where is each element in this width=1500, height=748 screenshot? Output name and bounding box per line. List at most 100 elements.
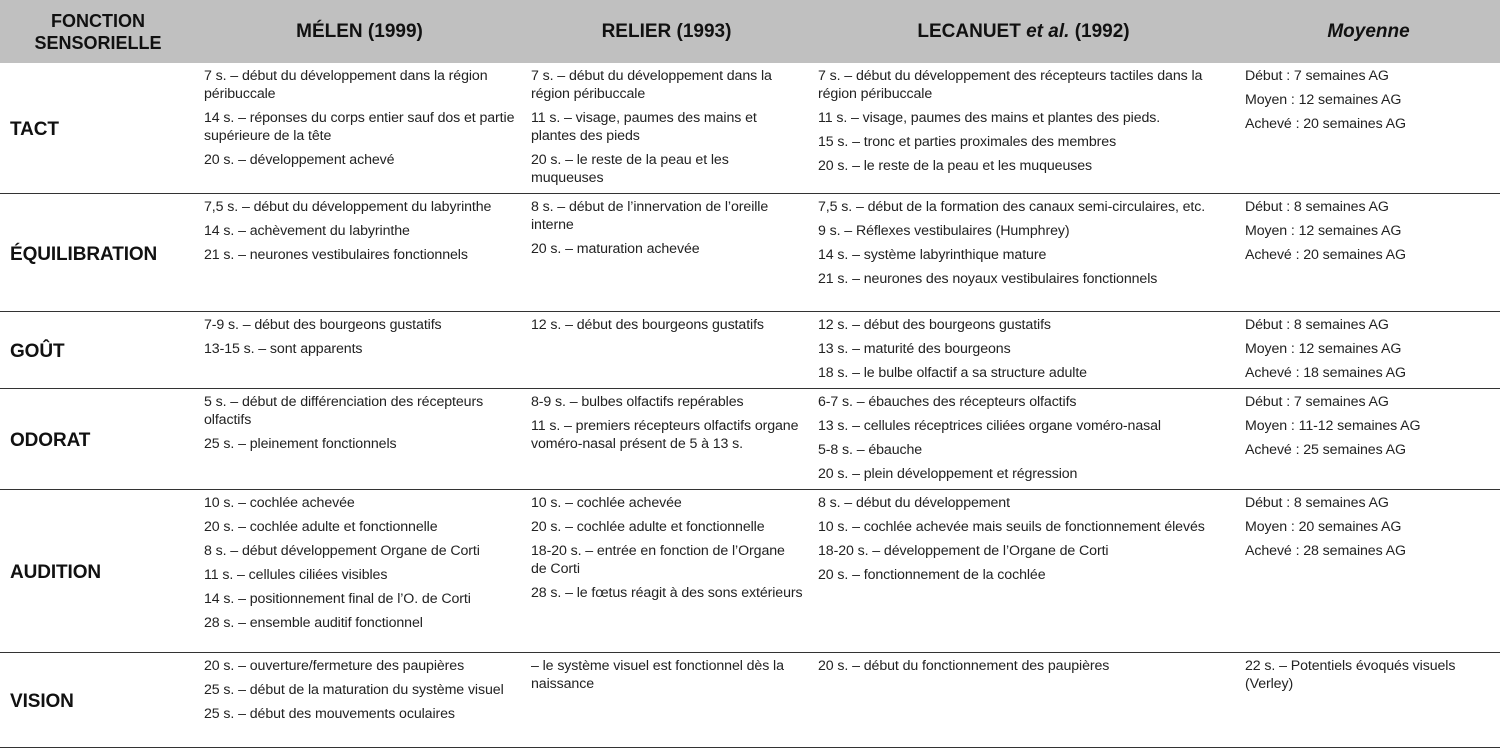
- cell-item: 7 s. – début du développement dans la ré…: [204, 68, 488, 102]
- cell-item: 12 s. – début des bourgeons gustatifs: [818, 317, 1051, 333]
- cell-item: 11 s. – premiers récepteurs olfactifs or…: [531, 418, 799, 452]
- cell-item: 18-20 s. – entrée en fonction de l’Organ…: [531, 543, 785, 577]
- cell-relier: 8 s. – début de l’innervation de l’oreil…: [523, 193, 810, 312]
- table-row: ÉQUILIBRATION 7,5 s. – début du développe…: [0, 193, 1500, 312]
- cell-moyenne: Début : 8 semaines AG Moyen : 12 semaines…: [1237, 193, 1500, 312]
- cell-item: 15 s. – tronc et parties proximales des …: [818, 134, 1117, 150]
- cell-item: 21 s. – neurones vestibulaires fonctionn…: [204, 247, 468, 263]
- cell-moyenne: Début : 8 semaines AG Moyen : 20 semaines…: [1237, 489, 1500, 653]
- header-function: FONCTION SENSORIELLE: [0, 0, 196, 63]
- cell-item: Achevé : 20 semaines AG: [1245, 247, 1406, 263]
- cell-lecanuet: 7,5 s. – début de la formation des canau…: [810, 193, 1237, 312]
- cell-moyenne: 22 s. – Potentiels évoqués visuels (Verl…: [1237, 652, 1500, 748]
- cell-item: 14 s. – réponses du corps entier sauf do…: [204, 110, 515, 144]
- cell-item: 13-15 s. – sont apparents: [204, 341, 363, 357]
- cell-item: Moyen : 12 semaines AG: [1245, 223, 1402, 239]
- cell-item: 25 s. – début des mouvements oculaires: [204, 706, 455, 722]
- cell-item: 6-7 s. – ébauches des récepteurs olfacti…: [818, 394, 1077, 410]
- cell-item: Début : 8 semaines AG: [1245, 199, 1389, 215]
- cell-item: 18 s. – le bulbe olfactif a sa structure…: [818, 365, 1087, 381]
- cell-item: 22 s. – Potentiels évoqués visuels (Verl…: [1245, 658, 1456, 692]
- cell-item: Moyen : 20 semaines AG: [1245, 519, 1402, 535]
- cell-item: 21 s. – neurones des noyaux vestibulaire…: [818, 271, 1158, 287]
- cell-lecanuet: 20 s. – début du fonctionnement des paup…: [810, 652, 1237, 748]
- cell-item: 11 s. – cellules ciliées visibles: [204, 567, 388, 583]
- header-relier: RELIER (1993): [523, 0, 810, 63]
- cell-item: 7 s. – début du développement des récept…: [818, 68, 1203, 102]
- cell-relier: 12 s. – début des bourgeons gustatifs: [523, 311, 810, 389]
- row-label: VISION: [0, 652, 196, 748]
- cell-item: 20 s. – le reste de la peau et les muque…: [818, 158, 1093, 174]
- cell-item: 5 s. – début de différenciation des réce…: [204, 394, 484, 428]
- cell-item: 7,5 s. – début de la formation des canau…: [818, 199, 1206, 215]
- table-row: AUDITION 10 s. – cochlée achevée 20 s. – c…: [0, 489, 1500, 653]
- header-melen: MÉLEN (1999): [196, 0, 523, 63]
- cell-item: 20 s. – développement achevé: [204, 152, 395, 168]
- cell-item: 7,5 s. – début du développement du labyr…: [204, 199, 492, 215]
- cell-lecanuet: 8 s. – début du développement 10 s. – coc…: [810, 489, 1237, 653]
- cell-item: 18-20 s. – développement de l’Organe de …: [818, 543, 1109, 559]
- cell-item: 7 s. – début du développement dans la ré…: [531, 68, 772, 102]
- cell-moyenne: Début : 7 semaines AG Moyen : 11-12 semai…: [1237, 388, 1500, 490]
- cell-item: Début : 7 semaines AG: [1245, 68, 1389, 84]
- cell-item: 20 s. – ouverture/fermeture des paupière…: [204, 658, 465, 674]
- row-label: ÉQUILIBRATION: [0, 193, 196, 312]
- cell-item: 11 s. – visage, paumes des mains et plan…: [531, 110, 757, 144]
- cell-item: Moyen : 12 semaines AG: [1245, 92, 1402, 108]
- cell-item: Moyen : 11-12 semaines AG: [1245, 418, 1421, 434]
- cell-item: Achevé : 25 semaines AG: [1245, 442, 1406, 458]
- cell-item: 10 s. – cochlée achevée: [531, 495, 682, 511]
- cell-item: 20 s. – cochlée adulte et fonctionnelle: [531, 519, 765, 535]
- cell-lecanuet: 6-7 s. – ébauches des récepteurs olfacti…: [810, 388, 1237, 490]
- cell-item: 10 s. – cochlée achevée: [204, 495, 355, 511]
- table-row: GOÛT 7-9 s. – début des bourgeons gustati…: [0, 311, 1500, 389]
- cell-item: 14 s. – système labyrinthique mature: [818, 247, 1047, 263]
- header-moyenne: Moyenne: [1237, 0, 1500, 63]
- row-label: AUDITION: [0, 489, 196, 653]
- cell-item: 20 s. – cochlée adulte et fonctionnelle: [204, 519, 438, 535]
- cell-melen: 7,5 s. – début du développement du labyr…: [196, 193, 523, 312]
- cell-melen: 5 s. – début de différenciation des réce…: [196, 388, 523, 490]
- cell-item: 8-9 s. – bulbes olfactifs repérables: [531, 394, 744, 410]
- cell-item: 20 s. – maturation achevée: [531, 241, 700, 257]
- cell-item: Début : 8 semaines AG: [1245, 317, 1389, 333]
- cell-item: 8 s. – début du développement: [818, 495, 1010, 511]
- cell-melen: 20 s. – ouverture/fermeture des paupière…: [196, 652, 523, 748]
- cell-relier: 8-9 s. – bulbes olfactifs repérables 11 s…: [523, 388, 810, 490]
- cell-relier: 7 s. – début du développement dans la ré…: [523, 63, 810, 194]
- cell-item: 7-9 s. – début des bourgeons gustatifs: [204, 317, 442, 333]
- cell-item: 13 s. – cellules réceptrices ciliées org…: [818, 418, 1161, 434]
- cell-item: 5-8 s. – ébauche: [818, 442, 923, 458]
- cell-moyenne: Début : 7 semaines AG Moyen : 12 semaines…: [1237, 63, 1500, 194]
- cell-item: Achevé : 18 semaines AG: [1245, 365, 1406, 381]
- table-row: ODORAT 5 s. – début de différenciation de…: [0, 388, 1500, 490]
- cell-item: 8 s. – début développement Organe de Cor…: [204, 543, 480, 559]
- cell-melen: 7 s. – début du développement dans la ré…: [196, 63, 523, 194]
- header-row: FONCTION SENSORIELLE MÉLEN (1999) RELIER…: [0, 0, 1500, 63]
- cell-item: 8 s. – début de l’innervation de l’oreil…: [531, 199, 769, 233]
- cell-item: 9 s. – Réflexes vestibulaires (Humphrey): [818, 223, 1070, 239]
- cell-item: Moyen : 12 semaines AG: [1245, 341, 1402, 357]
- cell-item: Début : 7 semaines AG: [1245, 394, 1389, 410]
- cell-melen: 10 s. – cochlée achevée 20 s. – cochlée a…: [196, 489, 523, 653]
- cell-item: 28 s. – le fœtus réagit à des sons extér…: [531, 585, 803, 601]
- cell-item: 25 s. – pleinement fonctionnels: [204, 436, 397, 452]
- cell-item: 14 s. – positionnement final de l’O. de …: [204, 591, 471, 607]
- row-label: GOÛT: [0, 311, 196, 389]
- cell-relier: 10 s. – cochlée achevée 20 s. – cochlée a…: [523, 489, 810, 653]
- cell-relier: – le système visuel est fonctionnel dès …: [523, 652, 810, 748]
- cell-item: 28 s. – ensemble auditif fonctionnel: [204, 615, 423, 631]
- cell-lecanuet: 12 s. – début des bourgeons gustatifs 13 …: [810, 311, 1237, 389]
- table-row: TACT 7 s. – début du développement dans l…: [0, 63, 1500, 194]
- cell-item: 20 s. – début du fonctionnement des paup…: [818, 658, 1110, 674]
- cell-melen: 7-9 s. – début des bourgeons gustatifs 13…: [196, 311, 523, 389]
- cell-item: 14 s. – achèvement du labyrinthe: [204, 223, 410, 239]
- cell-lecanuet: 7 s. – début du développement des récept…: [810, 63, 1237, 194]
- row-label: TACT: [0, 63, 196, 194]
- cell-item: 20 s. – fonctionnement de la cochlée: [818, 567, 1046, 583]
- cell-item: Début : 8 semaines AG: [1245, 495, 1389, 511]
- cell-item: 11 s. – visage, paumes des mains et plan…: [818, 110, 1161, 126]
- cell-item: 13 s. – maturité des bourgeons: [818, 341, 1011, 357]
- cell-item: 12 s. – début des bourgeons gustatifs: [531, 317, 764, 333]
